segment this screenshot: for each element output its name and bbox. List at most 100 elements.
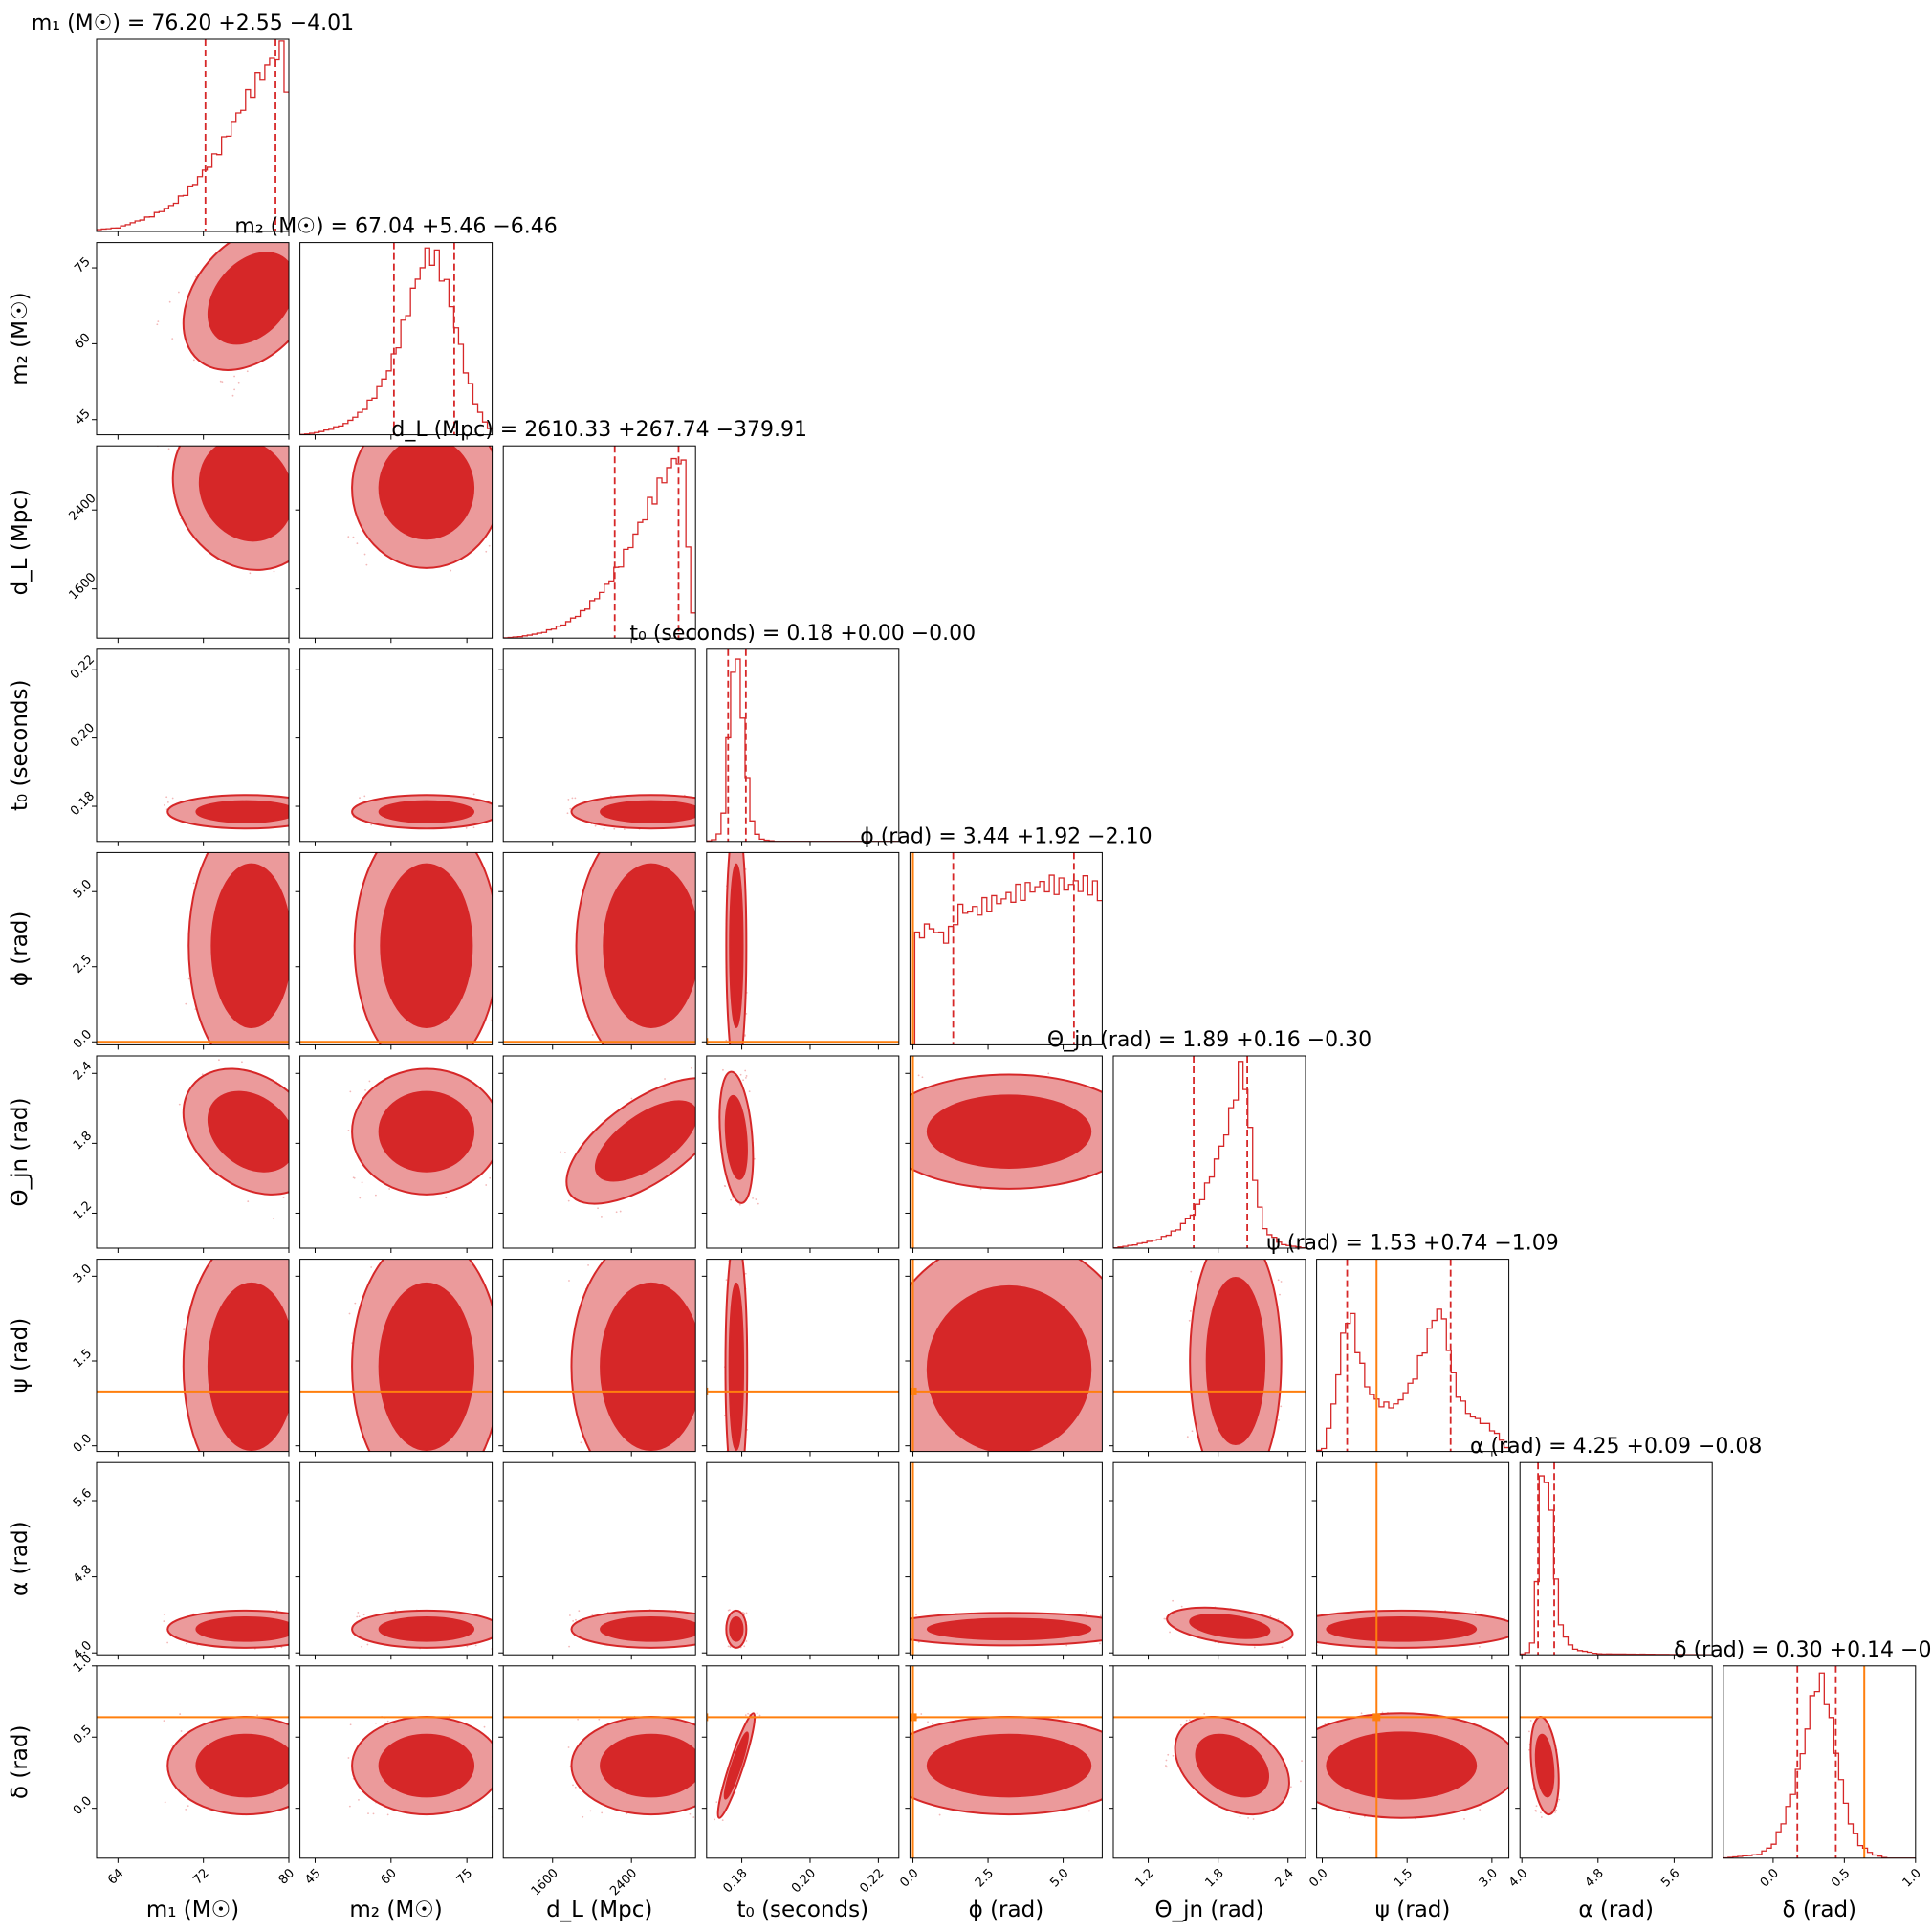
- y-tick-label: 0.18: [68, 789, 98, 819]
- sample-point: [738, 1452, 740, 1454]
- sample-point: [738, 1203, 741, 1206]
- sample-point: [745, 1640, 748, 1642]
- sample-point: [974, 1465, 976, 1467]
- panel-frame: [502, 851, 696, 1045]
- sample-point: [372, 1812, 375, 1815]
- sample-point: [1558, 1798, 1561, 1801]
- panel-frame: [706, 1665, 900, 1859]
- contour-inner: [207, 1282, 289, 1451]
- sample-point: [305, 1355, 307, 1357]
- x-tick-label: 0.18: [721, 1866, 751, 1896]
- sample-point: [354, 1302, 357, 1305]
- sample-point: [932, 1723, 933, 1725]
- sample-point: [450, 569, 452, 572]
- sample-point: [603, 827, 605, 830]
- sample-point: [247, 1200, 250, 1203]
- y-tick-label: 1600: [67, 570, 99, 603]
- panel-frame: [299, 1055, 494, 1249]
- sample-point: [1277, 1618, 1280, 1620]
- panel-m1-m1: m₁ (M☉) = 76.20 +2.55 −4.01: [32, 11, 354, 236]
- sample-point: [1311, 1647, 1313, 1649]
- sample-point: [485, 550, 488, 553]
- sample-point: [297, 875, 299, 877]
- x-tick-label: 45: [302, 1866, 323, 1887]
- sample-point: [1128, 1406, 1130, 1408]
- marginal-hist-alpha: [1520, 1475, 1713, 1656]
- sample-point: [1220, 1499, 1222, 1501]
- sample-point: [1116, 1122, 1118, 1124]
- contour-inner: [1189, 1614, 1271, 1639]
- x-tick-label: 0.0: [897, 1866, 921, 1890]
- sample-point: [494, 1430, 495, 1432]
- panel-t0-m2: [295, 648, 494, 846]
- sample-point: [707, 1358, 709, 1360]
- sample-point: [900, 1092, 902, 1094]
- sample-point: [1463, 1817, 1465, 1820]
- sample-point: [1313, 1714, 1315, 1716]
- sample-point: [720, 1440, 722, 1442]
- sample-point: [163, 1620, 165, 1623]
- contour-inner: [600, 800, 696, 823]
- sample-point: [1131, 1304, 1132, 1306]
- sample-point: [228, 422, 230, 424]
- sample-point: [738, 1484, 740, 1486]
- y-axis-label-psi: ψ (rad): [8, 1318, 33, 1394]
- contour-inner: [378, 1615, 475, 1642]
- sample-point: [1203, 1712, 1206, 1715]
- sample-point: [719, 1239, 721, 1240]
- sample-point: [687, 828, 689, 830]
- sample-point: [323, 816, 325, 818]
- contour-inner: [603, 863, 696, 1028]
- sample-point: [907, 1784, 909, 1786]
- sample-point: [315, 484, 317, 486]
- sample-point: [352, 536, 355, 538]
- sample-point: [218, 1233, 220, 1235]
- sample-point: [345, 518, 347, 520]
- sample-point: [273, 570, 275, 573]
- sample-point: [297, 1182, 299, 1184]
- sample-point: [741, 1053, 743, 1055]
- sample-point: [1105, 1774, 1107, 1776]
- sample-point: [188, 1068, 190, 1070]
- sample-point: [1126, 1335, 1128, 1337]
- sample-point: [296, 1630, 297, 1632]
- sample-point: [1199, 1252, 1201, 1254]
- sample-point: [304, 816, 306, 818]
- contour-inner: [207, 1090, 289, 1173]
- sample-point: [1279, 1293, 1281, 1296]
- sample-point: [714, 941, 716, 943]
- sample-point: [292, 1632, 294, 1634]
- contour-inner: [378, 1733, 475, 1798]
- sample-point: [249, 1238, 251, 1240]
- sample-point: [1109, 1431, 1110, 1433]
- sample-point: [1163, 1617, 1166, 1620]
- sample-point: [476, 1052, 478, 1054]
- sample-point: [1271, 1225, 1273, 1227]
- contour-inner: [195, 800, 289, 823]
- panel-frame: [96, 648, 290, 843]
- sample-point: [1306, 1618, 1308, 1620]
- sample-point: [927, 1721, 929, 1723]
- sample-point: [445, 1197, 448, 1199]
- contour-inner: [926, 1094, 1092, 1169]
- sample-point: [1190, 1270, 1193, 1273]
- sample-point: [572, 1784, 574, 1787]
- sample-point: [163, 803, 165, 806]
- panel-t0-m1: 0.18 0.20 0.22: [68, 648, 325, 846]
- y-tick-label: 0.0: [71, 1027, 95, 1051]
- x-tick-label: 1.2: [1132, 1866, 1156, 1890]
- sample-point: [744, 1076, 747, 1079]
- sample-point: [1187, 1249, 1189, 1251]
- sample-point: [1529, 1720, 1532, 1722]
- sample-point: [249, 572, 252, 575]
- sample-point: [725, 1279, 728, 1281]
- sample-point: [293, 1642, 295, 1644]
- sample-point: [1128, 1150, 1130, 1152]
- sample-point: [573, 1468, 575, 1470]
- sample-point: [741, 1241, 743, 1243]
- sample-point: [738, 1488, 740, 1490]
- sample-point: [171, 1744, 174, 1746]
- x-tick-label: 0.22: [857, 1866, 887, 1896]
- sample-point: [157, 320, 160, 323]
- sample-point: [892, 1740, 894, 1742]
